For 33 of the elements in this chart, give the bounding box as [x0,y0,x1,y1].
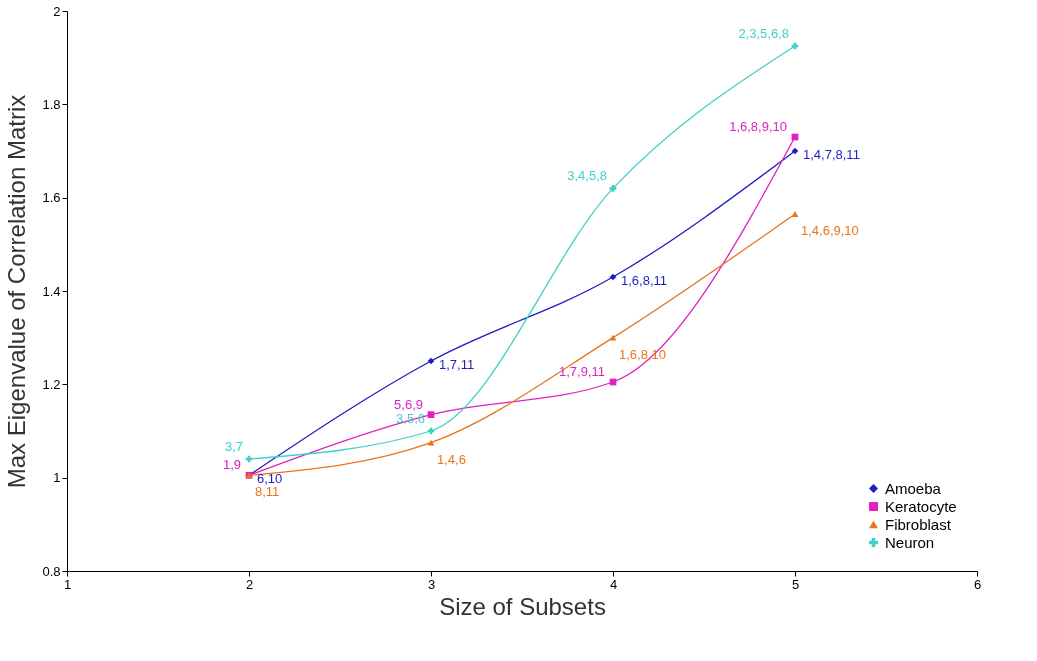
y-tick-label: 1.6 [42,190,61,206]
annotation: 1,7,9,11 [558,364,605,379]
y-tick-label: 1.2 [42,376,61,392]
x-axis-title: Size of Subsets [439,592,606,620]
annotation: 8,11 [255,484,280,500]
annotation: 1,7,11 [439,357,475,372]
y-tick-label: 2 [53,3,61,19]
annotation: 1,9 [222,457,241,473]
annotation: 2,3,5,6,8 [738,26,789,41]
annotation: 1,6,8,11 [621,273,668,288]
y-tick-label: 1 [53,470,61,486]
y-tick-label: 1.8 [42,96,61,112]
x-tick-label: 5 [791,576,800,592]
x-tick-label: 1 [63,576,72,592]
annotation: 3,4,5,8 [567,168,607,184]
annotation: 1,4,7,8,11 [803,147,860,162]
y-tick-label: 1.4 [42,283,61,299]
y-tick-label: 0.8 [42,563,61,579]
legend-label: Fibroblast [885,515,952,533]
x-tick-label: 2 [245,576,254,592]
annotation: 1,4,6 [437,451,466,467]
x-tick-label: 4 [609,576,618,592]
annotation: 1,6,8,9,10 [729,119,787,134]
y-axis-title: Max Eigenvalue of Correlation Matrix [3,94,31,489]
legend-label: Keratocyte [885,497,957,515]
legend-label: Amoeba [885,479,942,497]
annotation: 3,7 [224,439,243,454]
legend-label: Neuron [885,533,935,551]
x-tick-label: 6 [973,576,982,592]
x-tick-label: 3 [427,576,436,592]
annotation: 6,10 [257,471,283,487]
annotation: 1,4,6,9,10 [801,223,859,238]
annotation: 5,6,9 [394,396,423,412]
